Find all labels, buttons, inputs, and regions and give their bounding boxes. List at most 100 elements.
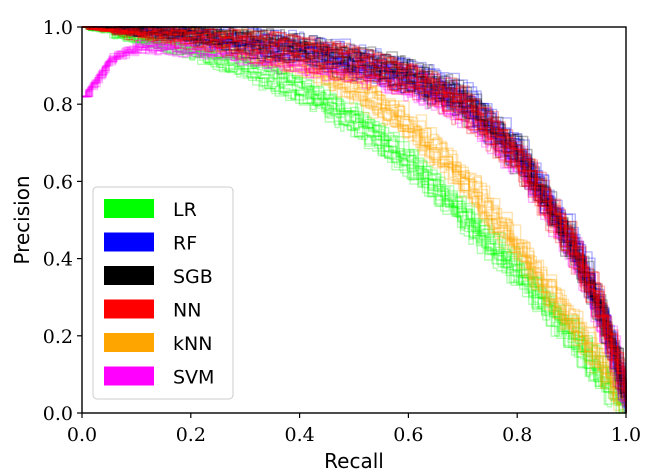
pr-curve-run xyxy=(82,26,627,413)
pr-curve-run xyxy=(82,26,627,413)
x-tick-label: 0.4 xyxy=(284,424,314,446)
legend-label-nn: NN xyxy=(173,300,201,322)
pr-curve-run xyxy=(82,26,626,391)
x-tick-label: 0.2 xyxy=(176,424,206,446)
ticks-layer: 0.0 0.2 0.4 0.6 0.8 1.0 0.0 0.2 0.4 0.6 0.8 1.0 xyxy=(43,17,641,446)
pr-curve-run xyxy=(82,46,627,410)
pr-curve-run xyxy=(82,26,627,403)
legend-label-rf: RF xyxy=(173,233,197,255)
pr-curve-run xyxy=(82,26,627,410)
pr-curve-run xyxy=(82,26,627,414)
pr-curve-run xyxy=(82,26,624,404)
pr-curve-run xyxy=(82,26,627,413)
pr-curve-run xyxy=(82,26,627,404)
pr-curve-run xyxy=(82,26,627,412)
pr-curve-run xyxy=(82,26,622,406)
pr-curve-run xyxy=(82,26,627,413)
x-tick-label: 1.0 xyxy=(611,424,641,446)
plot-frame xyxy=(81,26,627,414)
pr-curve-run xyxy=(82,26,627,414)
pr-curve-run xyxy=(82,26,627,414)
pr-curve-run xyxy=(82,37,624,376)
pr-curve-run xyxy=(82,26,627,413)
pr-curve-run xyxy=(82,26,625,407)
pr-curve-run xyxy=(82,44,627,408)
pr-curve-run xyxy=(82,46,620,397)
pr-curve-run xyxy=(82,26,627,404)
y-tick-label: 1.0 xyxy=(43,17,73,39)
pr-curve-run xyxy=(82,26,627,404)
pr-curve-run xyxy=(82,26,620,391)
pr-curve-run xyxy=(82,38,627,384)
pr-curve-run xyxy=(82,26,627,398)
pr-curve-run xyxy=(82,26,627,403)
legend-swatch-sgb xyxy=(104,266,154,285)
pr-curve-run xyxy=(82,26,627,413)
pr-curve-run xyxy=(82,26,627,403)
series-nn xyxy=(82,26,627,414)
series-lr xyxy=(82,26,627,414)
pr-curve-run xyxy=(82,26,624,395)
pr-curve-run xyxy=(82,26,626,374)
pr-curve-run xyxy=(82,26,626,414)
x-tick-label: 0.8 xyxy=(502,424,532,446)
pr-curve-run xyxy=(82,26,623,392)
pr-curve-run xyxy=(82,26,627,397)
pr-curve-run xyxy=(82,45,619,396)
y-tick-label: 0.6 xyxy=(43,171,73,193)
pr-curve-run xyxy=(82,26,622,388)
pr-curve-run xyxy=(82,26,626,414)
pr-curve-run xyxy=(82,26,627,390)
pr-curve-run xyxy=(82,37,623,387)
pr-curve-run xyxy=(82,26,627,413)
pr-curve-run xyxy=(82,26,621,378)
pr-curve-run xyxy=(82,26,627,414)
pr-curve-run xyxy=(82,26,627,414)
y-axis-label: Precision xyxy=(10,175,34,264)
pr-curve-run xyxy=(82,26,623,399)
legend-label-svm: SVM xyxy=(173,367,214,389)
pr-curve-run xyxy=(82,26,627,408)
legend-swatch-nn xyxy=(104,299,154,319)
pr-curve-run xyxy=(82,26,627,414)
legend: LR RF SGB NN kNN SVM xyxy=(92,186,234,400)
pr-curve-run xyxy=(82,26,627,392)
pr-curve-run xyxy=(82,26,627,393)
pr-curve-run xyxy=(82,26,624,406)
pr-curve-run xyxy=(82,26,627,408)
pr-curve-run xyxy=(82,45,626,403)
pr-curve-run xyxy=(82,26,627,413)
pr-curve-run xyxy=(82,26,621,380)
pr-curve-run xyxy=(82,26,622,402)
pr-curve-run xyxy=(82,26,624,413)
pr-curve-run xyxy=(82,26,621,374)
pr-curve-run xyxy=(82,26,627,407)
pr-curve-run xyxy=(82,26,626,405)
pr-curve-run xyxy=(82,26,627,413)
pr-curve-run xyxy=(82,26,627,407)
pr-curve-run xyxy=(82,26,620,413)
pr-curve-run xyxy=(82,47,627,414)
pr-curve-run xyxy=(82,26,623,404)
pr-curve-run xyxy=(82,26,627,386)
x-tick-label: 0.0 xyxy=(67,424,97,446)
pr-curve-run xyxy=(82,26,620,393)
pr-curve-run xyxy=(82,37,627,396)
pr-curve-run xyxy=(82,26,627,403)
pr-curve-run xyxy=(82,26,627,395)
pr-curve-run xyxy=(82,26,623,394)
pr-curve-run xyxy=(82,26,627,396)
legend-label-knn: kNN xyxy=(173,333,212,355)
pr-curve-run xyxy=(82,26,623,374)
legend-label-lr: LR xyxy=(173,199,197,221)
legend-swatch-lr xyxy=(104,199,154,218)
pr-curve-run xyxy=(82,26,627,401)
pr-curve-run xyxy=(82,26,624,413)
pr-curve-run xyxy=(82,45,626,398)
x-axis-label: Recall xyxy=(324,449,384,473)
y-tick-label: 0.0 xyxy=(43,403,73,425)
pr-curve-run xyxy=(82,26,625,392)
pr-curve-run xyxy=(82,26,627,414)
pr-curve-run xyxy=(82,26,627,403)
